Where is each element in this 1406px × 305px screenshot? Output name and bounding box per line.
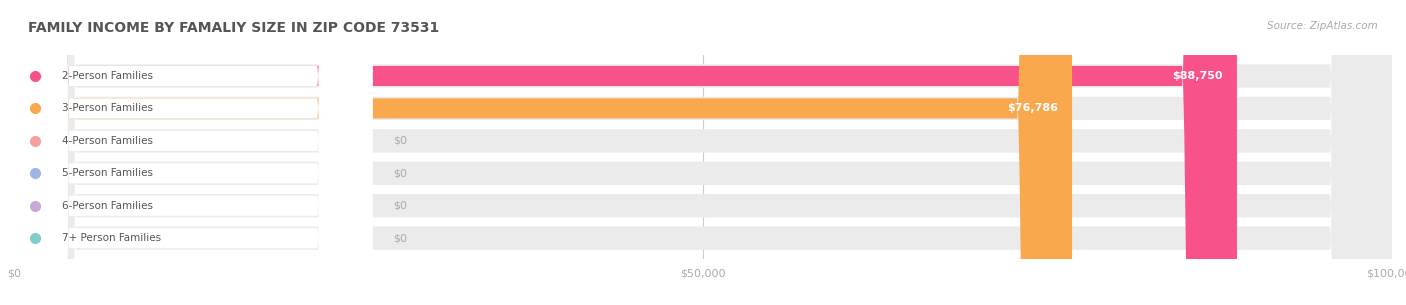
Text: 7+ Person Families: 7+ Person Families: [62, 233, 162, 243]
Text: $0: $0: [394, 201, 406, 211]
Text: 2-Person Families: 2-Person Families: [62, 71, 153, 81]
Text: 6-Person Families: 6-Person Families: [62, 201, 153, 211]
FancyBboxPatch shape: [14, 0, 1392, 305]
FancyBboxPatch shape: [14, 0, 373, 305]
Text: $88,750: $88,750: [1173, 71, 1223, 81]
FancyBboxPatch shape: [14, 0, 373, 305]
FancyBboxPatch shape: [14, 0, 373, 305]
Text: $0: $0: [394, 168, 406, 178]
FancyBboxPatch shape: [14, 0, 1392, 305]
FancyBboxPatch shape: [14, 0, 1392, 305]
FancyBboxPatch shape: [14, 0, 1392, 305]
FancyBboxPatch shape: [14, 0, 373, 305]
FancyBboxPatch shape: [14, 0, 373, 305]
FancyBboxPatch shape: [14, 0, 373, 305]
FancyBboxPatch shape: [14, 0, 1237, 305]
Text: 5-Person Families: 5-Person Families: [62, 168, 153, 178]
Text: $0: $0: [394, 136, 406, 146]
FancyBboxPatch shape: [14, 0, 1073, 305]
Text: Source: ZipAtlas.com: Source: ZipAtlas.com: [1267, 21, 1378, 31]
FancyBboxPatch shape: [14, 0, 1392, 305]
FancyBboxPatch shape: [14, 0, 1392, 305]
Text: 4-Person Families: 4-Person Families: [62, 136, 153, 146]
Text: $0: $0: [394, 233, 406, 243]
Text: FAMILY INCOME BY FAMALIY SIZE IN ZIP CODE 73531: FAMILY INCOME BY FAMALIY SIZE IN ZIP COD…: [28, 21, 439, 35]
Text: $76,786: $76,786: [1007, 103, 1059, 113]
Text: 3-Person Families: 3-Person Families: [62, 103, 153, 113]
